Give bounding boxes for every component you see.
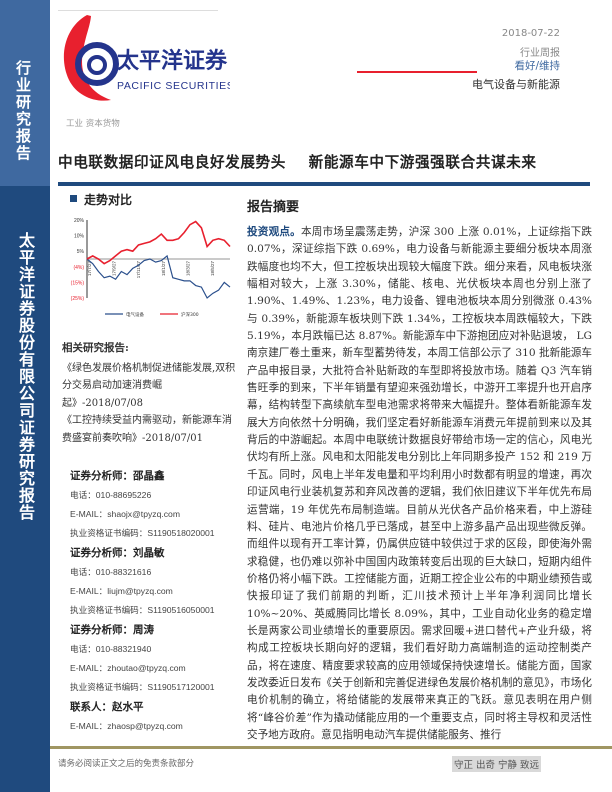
y-tick-label: (25%) bbox=[71, 296, 85, 302]
legend-label: 沪深300 bbox=[181, 311, 199, 318]
y-tick-label: 5% bbox=[77, 249, 85, 255]
analyst-phone: 电话：010-88695226 bbox=[70, 490, 152, 500]
analyst: 证券分析师：邵晶鑫 电话：010-88695226 E-MAIL：shaojx@… bbox=[70, 466, 240, 543]
analyst-phone: 电话：010-88321940 bbox=[70, 644, 152, 654]
analysts: 证券分析师：邵晶鑫 电话：010-88695226 E-MAIL：shaojx@… bbox=[70, 466, 240, 736]
y-tick-label: 20% bbox=[74, 218, 85, 224]
analyst-name: 证券分析师：邵晶鑫 bbox=[70, 470, 165, 482]
sidebar-report-type: 行业研究报告 bbox=[14, 60, 32, 162]
analyst: 证券分析师：刘晶敏 电话：010-88321616 E-MAIL：liujm@t… bbox=[70, 543, 240, 620]
footer-divider bbox=[50, 746, 612, 749]
header-rule bbox=[58, 10, 218, 11]
x-tick-label: 18/1/27 bbox=[161, 261, 166, 277]
logo-cn: 太平洋证券 bbox=[117, 48, 228, 74]
y-tick-label: (15%) bbox=[71, 280, 85, 286]
trend-heading: 走势对比 bbox=[84, 193, 133, 207]
related-reports: 相关研究报告: 《绿色发展价格机制促进储能发展,双积分交易启动加速消费崛起》-2… bbox=[62, 340, 240, 447]
sidebar-bottom bbox=[0, 186, 50, 792]
title-divider bbox=[58, 182, 590, 186]
analyst-name: 证券分析师：周涛 bbox=[70, 624, 154, 636]
analyst: 证券分析师：周涛 电话：010-88321940 E-MAIL：zhoutao@… bbox=[70, 620, 240, 697]
company-motto: 守正 出奇 宁静 致远 bbox=[452, 756, 542, 772]
contact-email[interactable]: E-MAIL：zhaosp@tpyzq.com bbox=[70, 721, 183, 731]
rating-underline bbox=[357, 71, 477, 73]
legend-label: 电气设备 bbox=[126, 311, 144, 318]
contact-name: 联系人：赵水平 bbox=[70, 701, 144, 713]
category: 工业 资本货物 bbox=[66, 119, 120, 129]
industry: 电气设备与新能源 bbox=[472, 78, 560, 91]
analyst-email[interactable]: E-MAIL：liujm@tpyzq.com bbox=[70, 586, 173, 596]
analyst-name: 证券分析师：刘晶敏 bbox=[70, 547, 165, 559]
bullet-square-icon bbox=[70, 195, 77, 202]
related-report-link[interactable]: 《工控持续受益内需驱动，新能源车消费盛宴前奏吹响》-2018/07/01 bbox=[62, 415, 232, 444]
analyst-cert: 执业资格证书编码：S1190516050001 bbox=[70, 605, 215, 615]
x-tick-label: 17/9/27 bbox=[112, 261, 117, 277]
related-heading: 相关研究报告: bbox=[62, 342, 129, 354]
report-type: 行业周报 bbox=[520, 48, 560, 59]
analyst-cert: 执业资格证书编码：S1190517120001 bbox=[70, 682, 215, 692]
y-tick-label: (4%) bbox=[73, 265, 84, 271]
related-report-link[interactable]: 《绿色发展价格机制促进储能发展,双积分交易启动加速消费崛起》-2018/07/0… bbox=[62, 362, 236, 409]
trend-chart: 20% 10% 5% (4%) (15%) (25%) 17/7/27 17/9/27 17/1… bbox=[71, 218, 231, 318]
analyst-cert: 执业资格证书编码：S1190518020001 bbox=[70, 528, 215, 538]
sidebar-company: 太平洋证券股份有限公司证券研究报告 bbox=[16, 232, 35, 521]
logo-en: PACIFIC SECURITIES bbox=[117, 80, 230, 92]
series-line bbox=[86, 254, 231, 299]
x-tick-label: 18/5/27 bbox=[210, 261, 215, 277]
page-title: 中电联数据印证风电良好发展势头 新能源车中下游强强联合共谋未来 bbox=[58, 154, 537, 171]
disclaimer-note: 请务必阅读正文之后的免责条款部分 bbox=[58, 759, 195, 769]
analyst-email[interactable]: E-MAIL：zhoutao@tpyzq.com bbox=[70, 663, 186, 673]
y-tick-label: 10% bbox=[74, 234, 85, 240]
summary-heading: 报告摘要 bbox=[247, 200, 300, 215]
series-line bbox=[86, 220, 231, 265]
sidebar-top bbox=[0, 0, 50, 186]
x-tick-label: 18/3/27 bbox=[185, 261, 190, 277]
x-tick-label: 17/11/27 bbox=[136, 261, 141, 279]
analyst-phone: 电话：010-88321616 bbox=[70, 567, 152, 577]
summary-lead: 投资观点。 bbox=[247, 226, 301, 238]
summary-text: 本周市场呈震荡走势，沪深 300 上涨 0.01%，上证综指下跌 0.07%，深… bbox=[247, 226, 592, 741]
company-logo: 太平洋证券 PACIFIC SECURITIES bbox=[63, 15, 230, 101]
contact: 联系人：赵水平 E-MAIL：zhaosp@tpyzq.com bbox=[70, 697, 240, 736]
report-date: 2018-07-22 bbox=[501, 28, 560, 39]
x-tick-label: 17/7/27 bbox=[87, 261, 92, 277]
analyst-email[interactable]: E-MAIL：shaojx@tpyzq.com bbox=[70, 509, 180, 519]
rating: 看好/维持 bbox=[514, 60, 560, 72]
summary-body: 投资观点。本周市场呈震荡走势，沪深 300 上涨 0.01%，上证综指下跌 0.… bbox=[247, 224, 592, 744]
